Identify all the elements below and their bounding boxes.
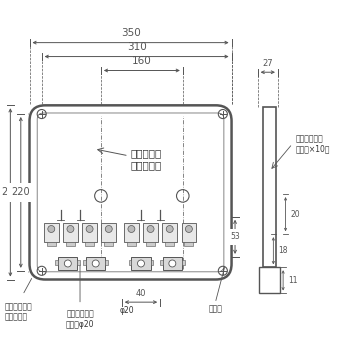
Bar — [104, 242, 113, 246]
Bar — [47, 242, 56, 246]
Bar — [58, 257, 77, 270]
Circle shape — [138, 260, 145, 267]
Circle shape — [105, 225, 112, 232]
Bar — [259, 267, 280, 293]
Text: 18: 18 — [279, 246, 288, 255]
FancyBboxPatch shape — [29, 105, 232, 280]
Bar — [55, 259, 58, 265]
Text: 通線用ノック
アウト×10ケ: 通線用ノック アウト×10ケ — [296, 134, 330, 153]
Bar — [162, 223, 177, 242]
Bar — [66, 242, 75, 246]
Circle shape — [92, 260, 99, 267]
Bar — [44, 223, 58, 242]
Bar — [160, 259, 163, 265]
Circle shape — [67, 225, 74, 232]
Bar — [86, 257, 105, 270]
Bar — [165, 242, 174, 246]
Bar — [150, 259, 153, 265]
Circle shape — [48, 225, 55, 232]
Circle shape — [186, 225, 192, 232]
Text: 350: 350 — [121, 28, 140, 38]
Circle shape — [86, 225, 93, 232]
Bar — [83, 259, 86, 265]
Text: スイッチボッ
クス取付穴: スイッチボッ クス取付穴 — [5, 302, 33, 322]
Bar — [105, 259, 108, 265]
Bar — [127, 242, 136, 246]
Bar — [163, 257, 182, 270]
Bar — [102, 223, 116, 242]
Text: 160: 160 — [132, 56, 152, 66]
Text: 220: 220 — [12, 187, 30, 197]
Bar — [182, 259, 185, 265]
Text: 通線用ノック
アウトφ20: 通線用ノック アウトφ20 — [66, 309, 94, 329]
Text: φ20: φ20 — [120, 306, 135, 315]
Bar — [128, 259, 131, 265]
Bar — [82, 223, 97, 242]
Text: 20: 20 — [291, 210, 300, 219]
Text: 53: 53 — [230, 232, 240, 241]
Text: 40: 40 — [136, 289, 146, 298]
Bar — [146, 242, 155, 246]
Text: 11: 11 — [288, 276, 298, 285]
Bar — [63, 223, 78, 242]
Bar — [184, 242, 193, 246]
Text: 取付穴: 取付穴 — [209, 304, 223, 313]
Circle shape — [166, 225, 173, 232]
Text: 310: 310 — [127, 42, 147, 52]
Text: 自由取外し
防止ビス穴: 自由取外し 防止ビス穴 — [131, 148, 162, 170]
Bar — [124, 223, 139, 242]
Bar — [263, 107, 276, 267]
Circle shape — [147, 225, 154, 232]
Bar — [143, 223, 158, 242]
Bar — [85, 242, 94, 246]
Bar — [77, 259, 80, 265]
Text: 260: 260 — [1, 187, 20, 197]
Circle shape — [64, 260, 71, 267]
Circle shape — [169, 260, 176, 267]
Bar — [131, 257, 150, 270]
Bar — [182, 223, 196, 242]
Text: 27: 27 — [262, 59, 273, 68]
Circle shape — [128, 225, 135, 232]
